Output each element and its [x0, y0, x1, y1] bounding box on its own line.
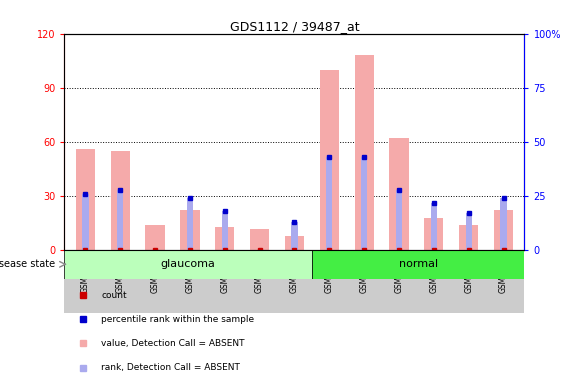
Bar: [465, 213, 472, 250]
Bar: [222, 211, 228, 250]
Bar: [355, 56, 374, 250]
Bar: [64, 250, 312, 279]
Bar: [187, 198, 193, 250]
Text: percentile rank within the sample: percentile rank within the sample: [101, 315, 254, 324]
Bar: [390, 138, 408, 250]
Text: value, Detection Call = ABSENT: value, Detection Call = ABSENT: [101, 339, 245, 348]
Bar: [312, 250, 524, 279]
Bar: [326, 157, 332, 250]
Text: normal: normal: [398, 260, 438, 269]
Bar: [117, 190, 124, 250]
Bar: [361, 157, 367, 250]
Text: count: count: [101, 291, 127, 300]
Bar: [500, 198, 507, 250]
Bar: [64, 250, 524, 313]
Bar: [459, 225, 478, 250]
Bar: [76, 149, 95, 250]
Bar: [494, 210, 513, 250]
Bar: [396, 190, 402, 250]
Bar: [145, 225, 165, 250]
Text: rank, Detection Call = ABSENT: rank, Detection Call = ABSENT: [101, 363, 240, 372]
Bar: [424, 218, 444, 250]
Bar: [431, 202, 437, 250]
Text: disease state: disease state: [0, 260, 55, 269]
Bar: [250, 228, 269, 250]
Bar: [111, 151, 130, 250]
Bar: [285, 236, 304, 250]
Title: GDS1112 / 39487_at: GDS1112 / 39487_at: [230, 20, 359, 33]
Bar: [320, 70, 339, 250]
Bar: [180, 210, 199, 250]
Bar: [82, 194, 88, 250]
Text: glaucoma: glaucoma: [161, 260, 216, 269]
Bar: [215, 227, 234, 250]
Bar: [291, 222, 298, 250]
